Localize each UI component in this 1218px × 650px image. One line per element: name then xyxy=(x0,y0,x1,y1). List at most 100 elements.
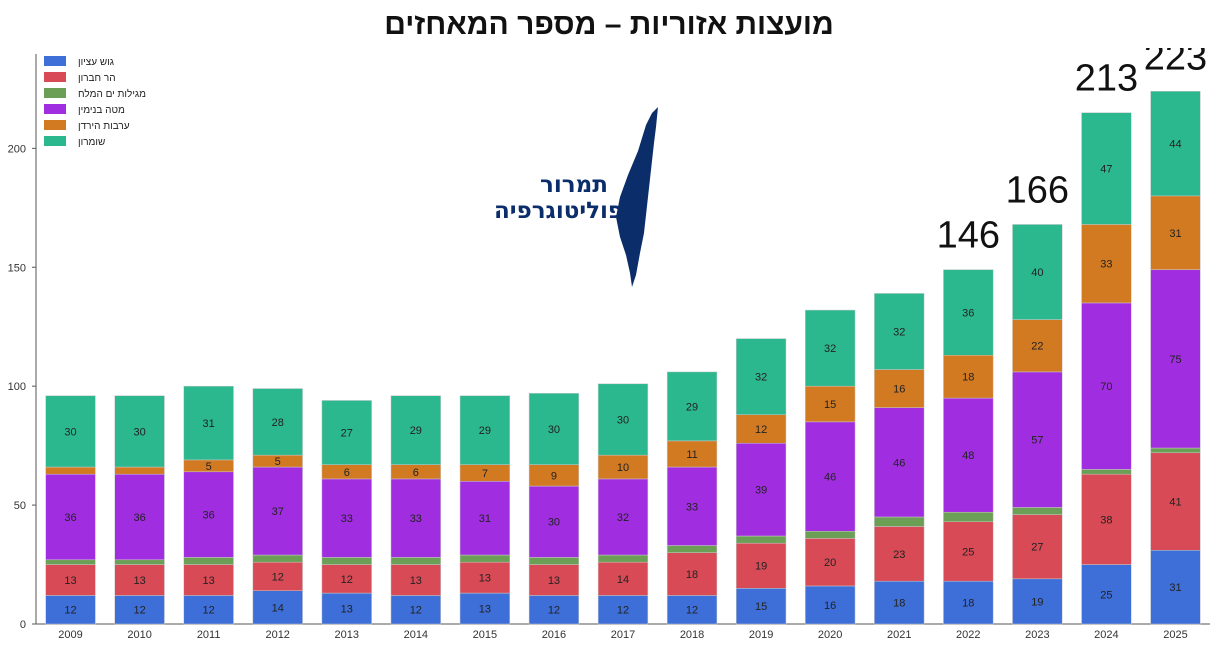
x-tick-label: 2015 xyxy=(473,629,497,641)
bar-segment xyxy=(1081,469,1132,475)
bar-segment xyxy=(183,471,234,558)
segment-label: 32 xyxy=(893,326,905,338)
bar-segment xyxy=(459,395,510,465)
segment-label: 18 xyxy=(893,598,905,610)
segment-label: 6 xyxy=(413,467,419,479)
x-tick-label: 2020 xyxy=(818,629,842,641)
bar-segment xyxy=(805,385,856,423)
israel-map-icon xyxy=(616,107,658,287)
bar-segment xyxy=(736,535,787,544)
bar-segment xyxy=(597,554,649,563)
bar-segment xyxy=(1012,507,1063,515)
segment-label: 13 xyxy=(203,575,215,587)
bar-segment xyxy=(183,385,234,461)
x-tick-label: 2013 xyxy=(335,629,359,641)
bar-segment xyxy=(1150,269,1201,449)
segment-label: 25 xyxy=(1100,589,1112,601)
bar-segment xyxy=(1150,91,1201,197)
bar-segment xyxy=(597,383,649,456)
segment-label: 7 xyxy=(482,468,488,480)
bar-segment xyxy=(45,473,96,561)
x-tick-label: 2014 xyxy=(404,629,428,641)
page-title: מועצות אזוריות – מספר המאחזים xyxy=(384,8,834,41)
bar-segment xyxy=(874,369,925,408)
segment-label: 36 xyxy=(64,512,76,524)
segment-label: 16 xyxy=(824,600,836,612)
segment-label: 33 xyxy=(1100,259,1112,271)
segment-label: 31 xyxy=(1169,228,1181,240)
legend-label: הר חברון xyxy=(78,73,116,84)
bar-segment xyxy=(943,580,994,625)
segment-label: 27 xyxy=(341,428,353,440)
bar-segment xyxy=(390,557,441,565)
legend-label: ערבות הירדן xyxy=(78,121,130,132)
logo-text-bottom: פוליטוגרפיה xyxy=(494,198,624,224)
segment-label: 22 xyxy=(1031,341,1043,353)
bar-segment xyxy=(459,554,510,563)
bar-segment xyxy=(805,585,856,625)
bar-segment xyxy=(666,552,718,596)
segment-label: 37 xyxy=(272,506,284,518)
segment-label: 40 xyxy=(1031,267,1043,279)
segment-label: 33 xyxy=(686,501,698,513)
stacked-bar-chart: 0501001502001213363020091213363020101213… xyxy=(8,36,1210,641)
bar-segment xyxy=(183,557,234,565)
segment-label: 20 xyxy=(824,557,836,569)
x-tick-label: 2016 xyxy=(542,629,566,641)
segment-label: 36 xyxy=(962,307,974,319)
segment-label: 12 xyxy=(617,605,629,617)
segment-label: 15 xyxy=(755,601,767,613)
segment-label: 32 xyxy=(755,372,767,384)
bar-segment xyxy=(252,554,303,563)
segment-label: 46 xyxy=(893,457,905,469)
legend-label: שומרון xyxy=(78,137,105,148)
bar-segment xyxy=(597,478,649,556)
x-tick-label: 2018 xyxy=(680,629,704,641)
segment-label: 75 xyxy=(1169,354,1181,366)
y-tick-label: 0 xyxy=(20,619,26,631)
segment-label: 33 xyxy=(410,513,422,525)
segment-label: 29 xyxy=(410,425,422,437)
x-tick-label: 2024 xyxy=(1094,629,1118,641)
x-tick-label: 2011 xyxy=(197,629,221,641)
bar-segment xyxy=(736,588,787,625)
bar-segment xyxy=(943,397,994,513)
x-tick-label: 2017 xyxy=(611,629,635,641)
bar-segment xyxy=(874,293,925,370)
logo xyxy=(488,105,673,290)
segment-label: 30 xyxy=(548,517,560,529)
x-tick-label: 2019 xyxy=(749,629,773,641)
segment-label: 36 xyxy=(133,512,145,524)
segment-label: 12 xyxy=(548,605,560,617)
segment-label: 5 xyxy=(275,456,281,468)
segment-label: 18 xyxy=(962,598,974,610)
segment-label: 11 xyxy=(686,449,697,461)
segment-label: 12 xyxy=(133,605,145,617)
bar-segment xyxy=(528,485,580,558)
bar-segment xyxy=(45,595,96,625)
bar-segment xyxy=(45,466,96,475)
total-label: 223 xyxy=(1144,48,1207,78)
segment-label: 13 xyxy=(548,575,560,587)
bar-segment xyxy=(1150,550,1201,625)
bar-segment xyxy=(321,564,372,594)
y-tick-label: 150 xyxy=(8,262,26,274)
bar-segment xyxy=(321,592,372,625)
bar-segment xyxy=(805,530,856,539)
bar-segment xyxy=(321,557,372,565)
bar-segment xyxy=(252,388,303,456)
legend-swatch xyxy=(44,136,66,146)
segment-label: 30 xyxy=(64,426,76,438)
segment-label: 28 xyxy=(272,417,284,429)
legend-label: מגילות ים המלח xyxy=(78,88,146,100)
x-tick-label: 2012 xyxy=(265,629,289,641)
segment-label: 14 xyxy=(272,602,284,614)
bar-segment xyxy=(114,395,165,468)
segment-label: 13 xyxy=(479,604,491,616)
segment-label: 33 xyxy=(341,513,353,525)
segment-label: 12 xyxy=(686,605,698,617)
bar-segment xyxy=(874,526,925,582)
bar-segment xyxy=(321,478,372,558)
legend-swatch xyxy=(44,88,66,98)
bar-segment xyxy=(597,595,649,625)
